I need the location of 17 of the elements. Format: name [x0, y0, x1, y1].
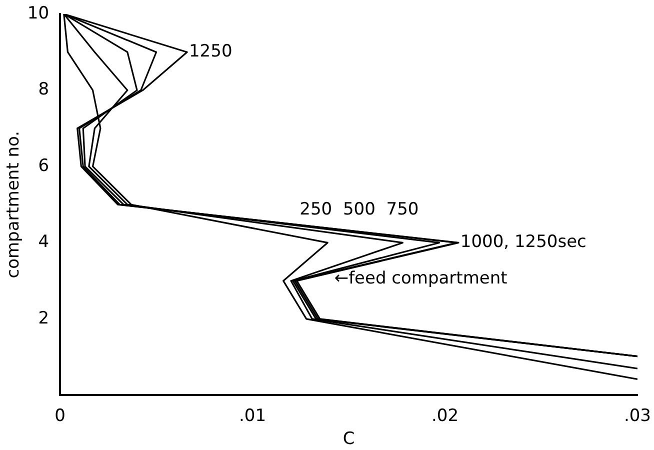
x-tick-label: .03: [624, 406, 652, 426]
y-tick-label: 6: [38, 156, 50, 176]
x-axis-title: C: [342, 429, 355, 450]
annotation: 500: [342, 200, 376, 220]
annotation: 1250: [188, 42, 232, 62]
x-tick-label: 0: [54, 406, 66, 426]
y-tick-label: 10: [27, 3, 50, 24]
annotation: ←feed compartment: [334, 268, 508, 288]
annotation: 250: [300, 200, 332, 220]
y-axis-title: compartment no.: [4, 130, 24, 278]
y-tick-label: 8: [38, 80, 50, 100]
x-tick-label: .02: [431, 406, 459, 426]
y-tick-label: 4: [38, 232, 50, 252]
y-tick-label: 2: [38, 308, 50, 328]
x-tick-label: .01: [238, 406, 266, 426]
annotation: 750: [386, 200, 419, 220]
annotation: 1000, 1250sec: [460, 232, 586, 252]
